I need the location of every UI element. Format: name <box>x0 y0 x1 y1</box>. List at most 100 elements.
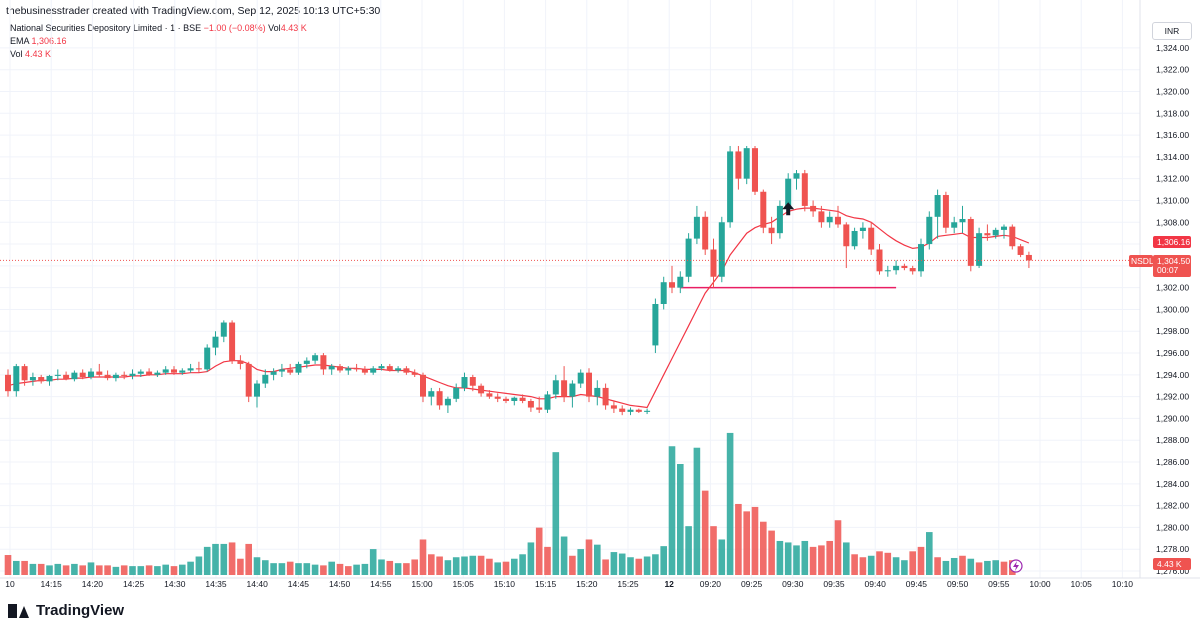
candle-body <box>718 222 725 277</box>
candle-body <box>859 227 866 231</box>
candle-body <box>96 371 103 375</box>
ticker-badge: NSDL <box>1131 256 1154 266</box>
arrow-up-icon[interactable] <box>782 202 795 216</box>
time-tick-label: 14:55 <box>370 579 392 589</box>
price-tick-label: 1,300.00 <box>1156 304 1189 314</box>
candle-body <box>486 393 493 397</box>
price-tick-label: 1,320.00 <box>1156 86 1189 96</box>
volume-bar <box>87 562 95 575</box>
candle-body <box>79 372 86 378</box>
symbol-name[interactable]: National Securities Depository Limited ·… <box>10 23 202 33</box>
candle-body <box>835 216 841 225</box>
candle-body <box>361 369 368 373</box>
volume-bar <box>96 565 103 575</box>
time-tick-label: 14:20 <box>82 579 104 589</box>
volume-bar <box>278 563 286 575</box>
candle-body <box>220 322 227 337</box>
price-tick-label: 1,322.00 <box>1156 65 1189 75</box>
candle-body <box>121 374 128 376</box>
volume-bar <box>618 553 626 575</box>
price-axis[interactable]: 1,324.00 1,322.00 1,320.00 1,318.00 1,316.00… <box>1156 43 1189 576</box>
tradingview-logo[interactable]: TradingView <box>8 602 124 619</box>
time-axis[interactable]: 10 14:15 14:20 14:25 14:30 14:35 14:40 14:45 14:… <box>5 579 1133 589</box>
candle-body <box>901 265 908 269</box>
time-tick-label: 09:20 <box>700 579 722 589</box>
candle-body <box>992 229 999 236</box>
volume-row[interactable]: Vol 4.43 K <box>10 48 307 61</box>
candle-body <box>71 372 78 380</box>
candle-body <box>29 377 36 381</box>
candle-body <box>710 249 717 277</box>
volume-bar <box>867 555 875 575</box>
time-tick-label: 10:05 <box>1071 579 1093 589</box>
candle-body <box>702 216 709 250</box>
volume-bar <box>743 511 750 575</box>
volume-bar <box>286 561 294 575</box>
volume-bar <box>369 549 377 575</box>
volume-bar <box>469 555 477 575</box>
lightning-icon[interactable] <box>1009 559 1023 573</box>
price-tick-label: 1,316.00 <box>1156 130 1189 140</box>
candle-body <box>328 366 335 370</box>
price-tick-label: 1,282.00 <box>1156 501 1189 511</box>
candle-body <box>63 374 70 380</box>
volume-bar <box>826 540 833 575</box>
candle-body <box>843 224 850 247</box>
candle-body <box>776 205 783 234</box>
candle-body <box>660 282 667 304</box>
candle-body <box>378 366 385 369</box>
volume-bar <box>726 432 734 575</box>
volume-bar <box>129 566 136 575</box>
volume-bar <box>1000 561 1008 575</box>
candle-body <box>5 374 11 392</box>
volume-bar <box>594 544 601 575</box>
candle-body <box>826 216 833 223</box>
volume-bar <box>834 520 842 575</box>
volume-bar <box>29 563 37 575</box>
volume-bar <box>569 555 576 575</box>
candle-body <box>171 369 177 373</box>
candle-body <box>162 369 169 373</box>
volume-bar <box>735 503 742 575</box>
vol-value-inline: 4.43 K <box>280 23 307 33</box>
volume-bar <box>602 559 609 575</box>
candle-body <box>444 398 451 406</box>
ema-line <box>7 207 1030 409</box>
price-tick-label: 1,276.00 <box>1156 566 1189 576</box>
candle-body <box>461 377 468 388</box>
candle-body <box>303 360 310 364</box>
price-tick-label: 1,324.00 <box>1156 43 1189 53</box>
volume-value: 4.43 K <box>25 49 52 59</box>
candle-body <box>403 368 410 373</box>
candle-body <box>561 380 568 397</box>
currency-button[interactable]: INR <box>1152 22 1192 40</box>
time-tick-label: 14:35 <box>205 579 227 589</box>
volume-bar <box>428 554 435 575</box>
volume-bar <box>4 555 12 575</box>
volume-bar <box>71 563 78 575</box>
volume-bar <box>967 558 975 575</box>
volume-bar <box>212 543 219 575</box>
volume-bar <box>892 557 900 575</box>
price-tick-label: 1,280.00 <box>1156 522 1189 532</box>
volume-bar <box>627 557 634 575</box>
time-tick-label: 15:15 <box>535 579 557 589</box>
time-tick-label: 14:50 <box>329 579 351 589</box>
ema-row[interactable]: EMA 1,306.16 <box>10 35 307 48</box>
time-tick-label: 09:35 <box>823 579 845 589</box>
volume-bar <box>461 556 468 575</box>
volume-bar <box>851 554 858 575</box>
volume-bar <box>502 561 510 575</box>
time-tick-label: 10 <box>5 579 15 589</box>
candle-body <box>229 322 236 361</box>
candle-body <box>212 336 219 348</box>
candle-body <box>652 304 659 346</box>
volume-bar <box>353 564 360 575</box>
candle-body <box>337 366 343 371</box>
time-tick-label: 09:25 <box>741 579 763 589</box>
candle-body <box>743 148 750 179</box>
volume-bar <box>917 546 925 575</box>
volume-bar <box>934 557 941 575</box>
volume-bar <box>519 554 526 575</box>
